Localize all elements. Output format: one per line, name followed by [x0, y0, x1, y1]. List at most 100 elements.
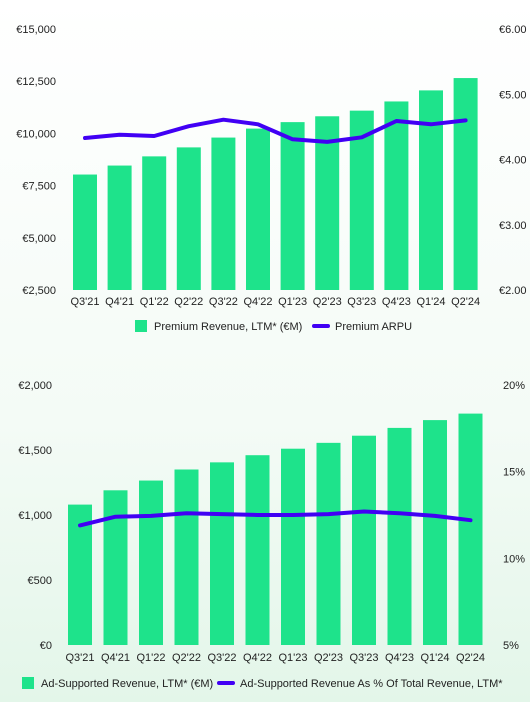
x-tick-label: Q2'23 — [314, 652, 343, 664]
bar — [384, 101, 409, 290]
y-left-tick-label: €15,000 — [16, 24, 56, 36]
legend-label: Ad-Supported Revenue As % Of Total Reven… — [240, 678, 503, 690]
x-tick-label: Q3'23 — [347, 296, 376, 308]
y-right-tick-label: 10% — [503, 553, 525, 565]
y-left-tick-label: €7,500 — [22, 181, 56, 193]
bar — [280, 122, 305, 290]
x-tick-label: Q2'23 — [313, 296, 342, 308]
line-point — [360, 135, 364, 139]
line-point — [149, 514, 153, 518]
line-point — [469, 518, 472, 522]
line-point — [325, 140, 329, 144]
bar — [281, 448, 305, 645]
y-left-tick-label: €2,500 — [22, 285, 56, 297]
x-tick-label: Q1'22 — [140, 296, 169, 308]
bar — [453, 78, 478, 291]
x-tick-label: Q4'22 — [243, 652, 272, 664]
y-left-tick-label: €1,500 — [18, 445, 52, 457]
x-tick-label: Q3'21 — [65, 652, 94, 664]
y-left-tick-label: €1,000 — [18, 510, 52, 522]
legend-label: Premium ARPU — [335, 321, 412, 333]
bar — [210, 462, 234, 645]
bar — [211, 137, 236, 290]
y-left-tick-label: €10,000 — [16, 128, 56, 140]
line-point — [327, 512, 330, 516]
bar — [103, 490, 128, 645]
bar — [176, 147, 201, 290]
series-line — [78, 509, 473, 528]
bar — [142, 156, 167, 290]
y-right-tick-label: €5.00 — [499, 89, 527, 101]
y-right-tick-label: €6.00 — [499, 24, 527, 36]
line-point — [221, 118, 225, 122]
x-tick-label: Q1'24 — [420, 652, 449, 664]
line-point — [291, 513, 295, 517]
y-right-tick-label: €4.00 — [499, 155, 527, 167]
x-tick-label: Q3'22 — [209, 296, 238, 308]
y-right-tick-label: €3.00 — [499, 220, 527, 232]
line-point — [83, 136, 87, 140]
line-point — [429, 122, 433, 126]
bar — [419, 90, 443, 290]
x-tick-label: Q1'23 — [278, 296, 307, 308]
y-right-tick-label: 5% — [503, 640, 519, 652]
x-tick-label: Q1'23 — [278, 652, 307, 664]
y-left-tick-label: €5,000 — [22, 233, 56, 245]
line-point — [185, 511, 188, 515]
bar — [316, 442, 341, 645]
bar — [73, 174, 97, 290]
ad-supported-chart: €0 €500 €1,000 €1,500 €2,000 5% 10% 15% 20% Q3'21… — [18, 380, 525, 690]
x-tick-label: Q4'21 — [101, 652, 130, 664]
x-tick-label: Q1'22 — [136, 652, 165, 664]
line-point — [291, 137, 295, 141]
y-right-tick-label: €2.00 — [499, 285, 527, 297]
legend-label: Premium Revenue, LTM* (€M) — [154, 321, 302, 333]
bar — [174, 469, 199, 645]
line-point — [152, 134, 156, 138]
line-point — [464, 118, 468, 122]
x-tick-label: Q1'24 — [416, 296, 445, 308]
x-tick-label: Q3'23 — [349, 652, 378, 664]
bar — [387, 427, 412, 645]
x-tick-label: Q3'22 — [207, 652, 236, 664]
bar — [245, 455, 270, 645]
bar — [349, 110, 374, 290]
line-point — [256, 513, 259, 517]
line-point — [118, 133, 122, 137]
y-right-tick-label: 20% — [503, 380, 525, 392]
x-tick-label: Q4'23 — [382, 296, 411, 308]
bar — [246, 128, 270, 290]
bar — [107, 165, 132, 290]
line-point — [187, 124, 191, 128]
y-left-tick-label: €12,500 — [16, 76, 56, 88]
premium-chart: €2,500 €5,000 €7,500 €10,000 €12,500 €15,000 €… — [16, 24, 526, 333]
x-tick-label: Q4'22 — [243, 296, 272, 308]
line-point — [362, 510, 366, 514]
x-tick-label: Q2'22 — [174, 296, 203, 308]
x-tick-label: Q4'21 — [105, 296, 134, 308]
line-point — [433, 514, 437, 518]
legend-swatch-bar — [22, 677, 34, 689]
legend-label: Ad-Supported Revenue, LTM* (€M) — [41, 678, 213, 690]
line-point — [78, 523, 82, 527]
x-tick-label: Q4'23 — [385, 652, 414, 664]
bar — [458, 413, 483, 645]
x-tick-label: Q3'21 — [70, 296, 99, 308]
bar — [352, 435, 376, 645]
y-left-tick-label: €0 — [40, 640, 52, 652]
line-point — [114, 515, 117, 519]
bar — [315, 116, 340, 290]
y-left-tick-label: €500 — [28, 575, 52, 587]
line-point — [398, 511, 401, 515]
legend-swatch-bar — [135, 320, 147, 332]
x-tick-label: Q2'24 — [456, 652, 485, 664]
bar — [68, 504, 92, 645]
bar — [423, 420, 447, 645]
series-line — [83, 117, 468, 144]
line-point — [256, 122, 260, 126]
x-tick-label: Q2'24 — [451, 296, 480, 308]
x-tick-label: Q2'22 — [172, 652, 201, 664]
line-point — [394, 119, 398, 123]
y-left-tick-label: €2,000 — [18, 380, 52, 392]
